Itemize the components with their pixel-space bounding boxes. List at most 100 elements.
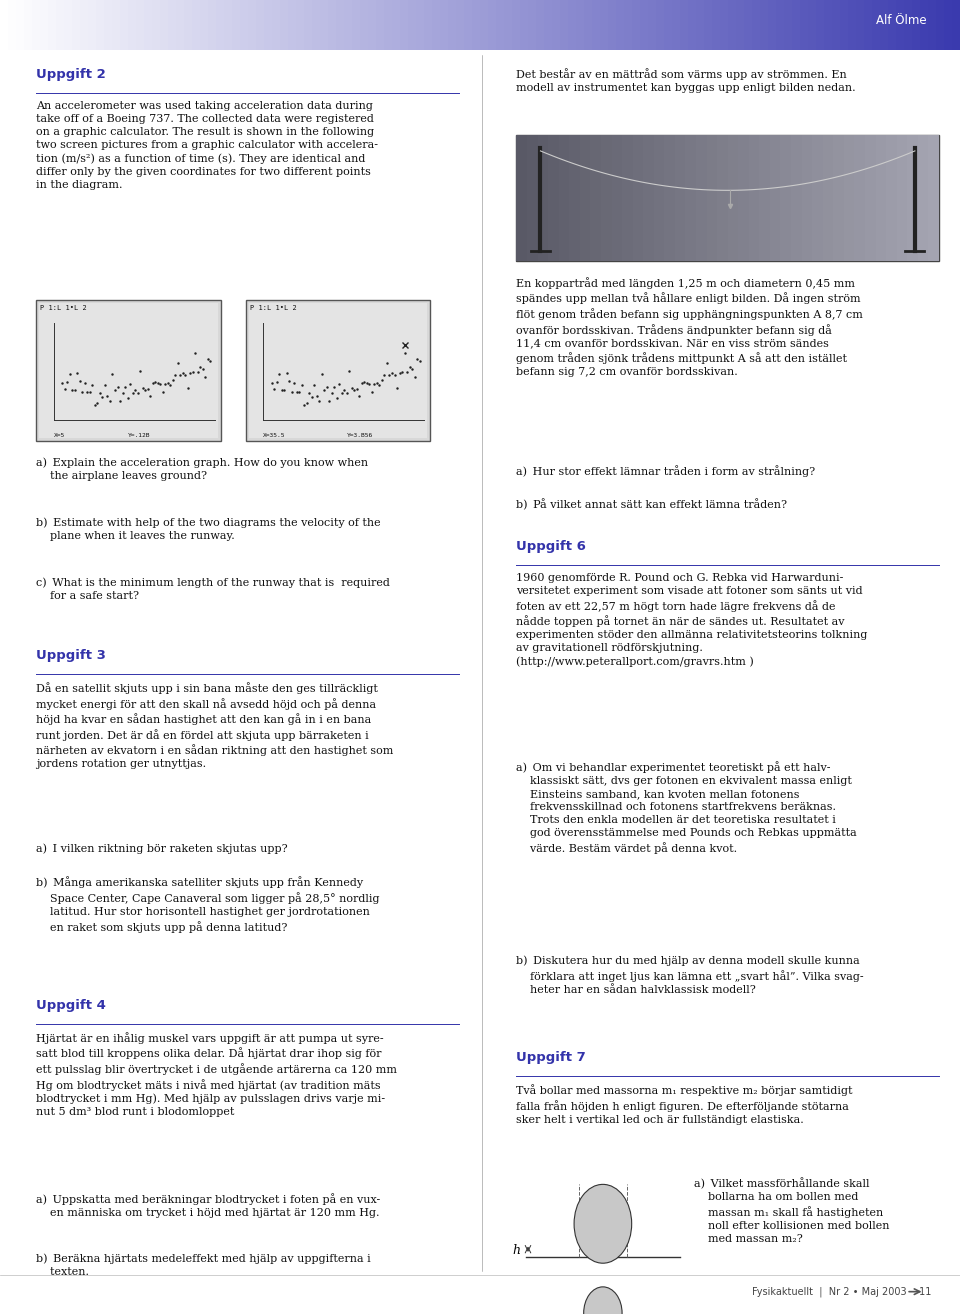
Bar [865, 135, 876, 261]
Bar [104, 0, 112, 50]
Bar [120, 0, 128, 50]
Text: a) Om vi behandlar experimentet teoretiskt på ett halv-
    klassiskt sätt, dvs : a) Om vi behandlar experimentet teoretis… [516, 761, 857, 854]
Bar [408, 0, 416, 50]
Bar [664, 135, 675, 261]
Bar [717, 135, 728, 261]
Text: c) What is the minimum length of the runway that is  required
    for a safe sta: c) What is the minimum length of the run… [36, 578, 391, 602]
Bar [696, 135, 707, 261]
Bar [392, 0, 400, 50]
Bar [712, 0, 720, 50]
Bar [768, 0, 776, 50]
Bar [888, 0, 896, 50]
Bar [40, 0, 48, 50]
Bar [876, 135, 886, 261]
Bar [840, 0, 848, 50]
Bar [707, 135, 717, 261]
Bar [208, 0, 216, 50]
Bar [936, 0, 944, 50]
Bar [952, 0, 960, 50]
Bar [854, 135, 865, 261]
Bar [176, 0, 184, 50]
Bar [488, 0, 496, 50]
Bar [848, 0, 856, 50]
Bar [880, 0, 888, 50]
Text: m₁: m₁ [599, 1309, 612, 1314]
Bar [0, 0, 8, 50]
Bar [728, 135, 738, 261]
Text: En koppartråd med längden 1,25 m och diametern 0,45 mm
spändes upp mellan två hå: En koppartråd med längden 1,25 m och dia… [516, 277, 863, 377]
Bar [738, 135, 749, 261]
Bar [749, 135, 759, 261]
Bar [600, 0, 608, 50]
Bar [592, 0, 600, 50]
Bar [72, 0, 80, 50]
Bar [424, 0, 432, 50]
Text: Alf Ölme: Alf Ölme [876, 14, 926, 28]
Text: Uppgift 7: Uppgift 7 [516, 1051, 587, 1064]
Text: Då en satellit skjuts upp i sin bana måste den ges tillräckligt
mycket energi fö: Då en satellit skjuts upp i sin bana mås… [36, 682, 394, 769]
Bar [528, 0, 536, 50]
Bar [912, 0, 920, 50]
Bar [400, 0, 408, 50]
Bar [832, 0, 840, 50]
Bar [496, 0, 504, 50]
Bar [568, 0, 576, 50]
Bar [776, 0, 784, 50]
Bar [656, 0, 664, 50]
Bar [548, 135, 559, 261]
Text: a) Explain the acceleration graph. How do you know when
    the airplane leaves : a) Explain the acceleration graph. How d… [36, 457, 369, 481]
Text: Uppgift 3: Uppgift 3 [36, 649, 107, 662]
Text: b) På vilket annat sätt kan effekt lämna tråden?: b) På vilket annat sätt kan effekt lämna… [516, 498, 787, 510]
Text: a) Uppskatta med beräkningar blodtrycket i foten på en vux-
    en människa om t: a) Uppskatta med beräkningar blodtrycket… [36, 1193, 381, 1218]
Text: Y=3.B56: Y=3.B56 [347, 432, 372, 438]
Bar [654, 135, 664, 261]
Bar [736, 0, 744, 50]
Bar [80, 0, 88, 50]
Bar [527, 135, 538, 261]
Bar [304, 0, 312, 50]
Bar [160, 0, 168, 50]
Bar [633, 135, 643, 261]
Bar [552, 0, 560, 50]
Text: b) Diskutera hur du med hjälp av denna modell skulle kunna
    förklara att inge: b) Diskutera hur du med hjälp av denna m… [516, 955, 864, 995]
Bar [240, 0, 248, 50]
Bar [288, 0, 296, 50]
Text: Y=.12B: Y=.12B [128, 432, 150, 438]
Text: X=5: X=5 [54, 432, 65, 438]
Circle shape [574, 1184, 632, 1263]
Text: Två bollar med massorna m₁ respektive m₂ börjar samtidigt
falla från höjden h en: Två bollar med massorna m₁ respektive m₂… [516, 1084, 853, 1125]
Bar [264, 0, 272, 50]
Bar [680, 0, 688, 50]
Bar [232, 0, 240, 50]
Bar [312, 0, 320, 50]
Bar [904, 0, 912, 50]
Bar [780, 135, 791, 261]
Bar [32, 0, 40, 50]
Bar [36, 300, 221, 442]
Bar [897, 135, 907, 261]
Bar [886, 135, 897, 261]
Bar [516, 135, 939, 261]
Bar [368, 0, 376, 50]
Bar [752, 0, 760, 50]
Bar [320, 0, 328, 50]
Bar [112, 0, 120, 50]
Bar [759, 135, 770, 261]
Bar [560, 0, 568, 50]
Text: X=35.5: X=35.5 [263, 432, 285, 438]
Bar [64, 0, 72, 50]
Bar [200, 0, 208, 50]
Bar [744, 0, 752, 50]
Bar [96, 0, 104, 50]
Bar [720, 0, 728, 50]
Bar [480, 0, 488, 50]
Bar [920, 0, 928, 50]
Bar [576, 0, 584, 50]
Bar [770, 135, 780, 261]
Bar [844, 135, 854, 261]
Bar [640, 0, 648, 50]
Text: a) I vilken riktning bör raketen skjutas upp?: a) I vilken riktning bör raketen skjutas… [36, 844, 288, 854]
Text: b) Estimate with help of the two diagrams the velocity of the
    plane when it : b) Estimate with help of the two diagram… [36, 518, 381, 541]
Bar [416, 0, 424, 50]
Bar [544, 0, 552, 50]
